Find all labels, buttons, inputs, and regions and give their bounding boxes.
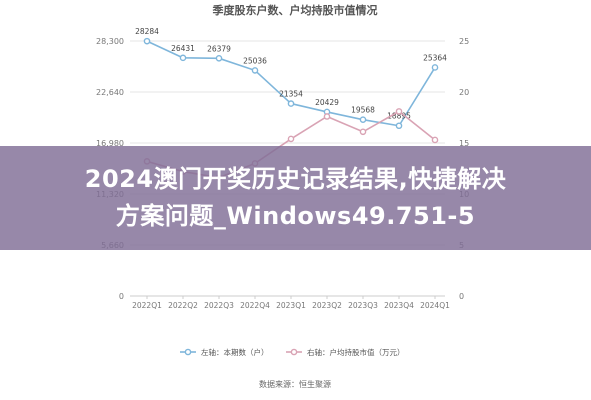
overlay-title: 2024澳门开奖历史记录结果,快捷解决 方案问题_Windows49.751-5 (26, 161, 566, 235)
x-tick-label: 2024Q1 (420, 301, 450, 310)
chart-title: 季度股东户数、户均持股市值情况 (212, 3, 378, 17)
data-label: 25036 (243, 56, 267, 65)
overlay-banner: 2024澳门开奖历史记录结果,快捷解决 方案问题_Windows49.751-5 (0, 146, 591, 250)
x-tick-label: 2023Q4 (384, 301, 414, 310)
series-1-point (359, 116, 367, 123)
data-label: 25364 (423, 53, 447, 62)
x-axis: 2022Q1 2022Q2 2022Q3 2022Q4 2023Q1 2023Q2 2023… (130, 295, 450, 310)
overlay-title-line-2: 方案问题_Windows49.751-5 (115, 202, 476, 230)
series-2-point (359, 128, 367, 136)
series-1-point (215, 55, 223, 62)
series-1-point (287, 100, 295, 107)
x-tick-label: 2023Q2 (312, 301, 342, 310)
left-tick-label: 0 (119, 292, 124, 301)
series-2-point (431, 136, 439, 144)
legend-swatch-marker (290, 348, 298, 356)
series-2-point (287, 135, 295, 143)
x-tick-label: 2022Q3 (204, 301, 234, 310)
x-tick-label: 2022Q1 (132, 301, 162, 310)
x-tick-label: 2022Q4 (240, 301, 270, 310)
series-1-point (395, 122, 403, 130)
data-label: 19568 (351, 106, 375, 115)
series-layer: 28284 26431 26379 25036 21354 20429 19568 18895… (135, 27, 447, 181)
series-1-point (251, 67, 259, 74)
right-tick-label: 20 (459, 88, 469, 97)
left-tick-label: 28,300 (96, 37, 124, 46)
series-1-point (431, 64, 439, 71)
left-tick-label: 16,980 (96, 139, 124, 148)
series-2-point (395, 108, 403, 115)
series-2-point (323, 113, 331, 120)
series-1-point (143, 37, 151, 45)
series-1-point (179, 54, 187, 62)
x-tick-label: 2023Q3 (348, 301, 378, 310)
left-tick-label: 22,640 (96, 88, 124, 97)
legend: 左轴：本期数（户） 右轴：户均持股市值（万元） (180, 347, 405, 357)
overlay-title-line-1: 2024澳门开奖历史记录结果,快捷解决 (84, 165, 507, 193)
legend-label: 右轴：户均持股市值（万元） (307, 347, 405, 357)
right-tick-label: 0 (459, 292, 464, 301)
right-tick-label: 15 (459, 139, 469, 148)
data-label: 21354 (279, 90, 303, 99)
legend-label: 左轴：本期数（户） (201, 347, 269, 357)
legend-swatch-marker (184, 348, 192, 356)
data-label: 28284 (135, 27, 159, 36)
source-note: 数据来源：恒生聚源 (259, 379, 331, 389)
data-label: 26431 (171, 44, 195, 53)
data-label: 18895 (387, 112, 411, 121)
data-label: 20429 (315, 98, 339, 107)
right-tick-label: 25 (459, 37, 469, 46)
data-label: 26379 (207, 44, 231, 53)
x-tick-label: 2022Q2 (168, 301, 198, 310)
x-tick-label: 2023Q1 (276, 301, 306, 310)
